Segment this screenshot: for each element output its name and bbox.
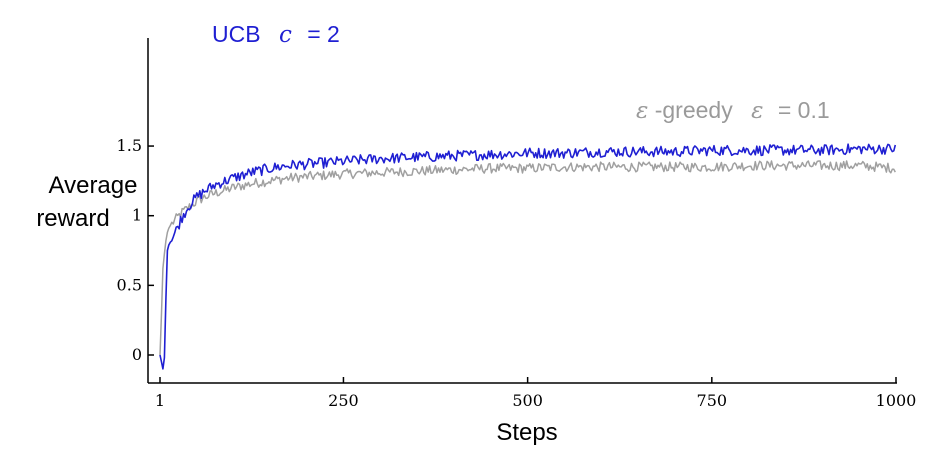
plot-area	[159, 143, 897, 370]
ucb-param-value: = 2	[307, 21, 340, 47]
legend-label-ucb: UCB c = 2	[212, 21, 340, 48]
egreedy-series-line	[159, 160, 896, 356]
egreedy-label-text: -greedy	[655, 97, 733, 123]
ucb-c-symbol: c	[279, 22, 292, 48]
y-tick-label: 0	[132, 345, 142, 364]
egreedy-param-value: = 0.1	[778, 97, 830, 123]
x-tick-label: 1000	[876, 391, 917, 410]
y-axis-title-line-1: Average	[49, 172, 138, 199]
legend-label-egreedy: ε -greedy ε = 0.1	[636, 97, 830, 124]
egreedy-epsilon-param-symbol: ε	[751, 98, 763, 124]
x-tick-label: 1	[155, 391, 165, 410]
y-tick-label: 1.5	[117, 136, 142, 155]
ucb-label-text: UCB	[212, 21, 261, 47]
x-axis-title: Steps	[496, 419, 557, 446]
ucb-series-line	[159, 143, 897, 370]
x-tick-label: 500	[512, 391, 543, 410]
x-tick-label: 750	[697, 391, 728, 410]
y-tick-label: 1	[132, 206, 142, 225]
y-tick-label: 0.5	[117, 275, 142, 294]
y-ticks: 0 0.5 1 1.5	[117, 136, 154, 364]
y-axis-title-line-2: reward	[36, 205, 109, 232]
x-ticks: 1 250 500 750 1000	[155, 377, 916, 410]
egreedy-epsilon-symbol: ε	[636, 98, 648, 124]
x-tick-label: 250	[328, 391, 359, 410]
series-layer	[159, 143, 897, 370]
